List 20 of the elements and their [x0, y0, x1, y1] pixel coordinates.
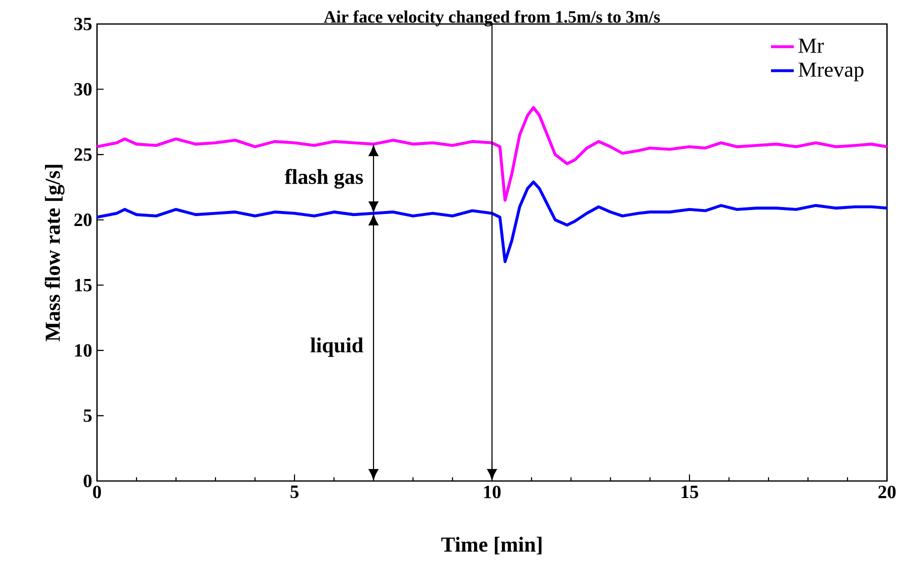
y-tick-label: 5	[84, 409, 92, 422]
y-axis-title: Mass flow rate [g/s]	[44, 164, 64, 342]
y-tick-label: 15	[75, 278, 92, 292]
x-tick-label: 10	[484, 486, 501, 498]
legend-label: Mrevap	[798, 62, 864, 82]
annotation: liquid	[310, 337, 364, 357]
legend-label: Mr	[798, 38, 824, 53]
y-tick-label: 0	[84, 474, 92, 488]
y-tick-label: 10	[75, 344, 92, 357]
y-tick-label: 25	[74, 148, 92, 161]
x-tick-label: 5	[290, 486, 298, 498]
x-tick-label: 20	[878, 486, 896, 498]
x-axis-title: Time [min]	[441, 536, 542, 554]
y-tick-label: 35	[74, 18, 92, 30]
x-tick-label: 0	[93, 486, 101, 498]
ref-line-label: Air face velocity changed from 1.5m/s to 3m/s	[324, 10, 660, 26]
x-tick-label: 15	[682, 486, 698, 498]
y-tick-label: 30	[74, 82, 92, 96]
annotation: flash gas	[284, 168, 363, 189]
y-tick-label: 20	[74, 214, 92, 226]
